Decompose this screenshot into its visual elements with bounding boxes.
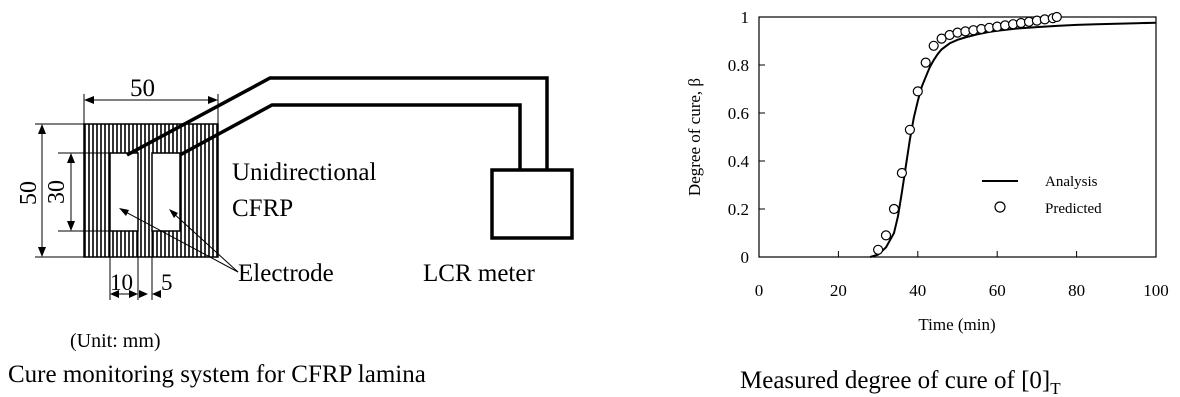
right-caption-main: Measured degree of cure of [0] [740, 367, 1050, 394]
x-axis-label: Time (min) [918, 315, 995, 334]
legend-predicted-label: Predicted [1045, 201, 1102, 217]
predicted-point [880, 230, 892, 241]
cure-monitoring-schematic: 50 50 30 10 5 Unidirectional CFRP [8, 75, 574, 388]
y-tick-label: 0.8 [728, 56, 749, 75]
y-tick-label: 0.6 [728, 104, 749, 123]
dim-gap-arrow-right [152, 290, 161, 298]
x-tick-label: 20 [830, 281, 847, 300]
y-axis-ticks: 0 0.2 0.4 0.6 0.8 1 [728, 8, 765, 267]
electrode-leader-1 [121, 209, 239, 273]
left-caption: Cure monitoring system for CFRP lamina [8, 361, 426, 388]
lcr-meter-box [490, 168, 574, 240]
wire-inner [179, 103, 522, 170]
electrode-leader-2-head [169, 209, 178, 218]
dim-height-label: 50 [16, 181, 42, 205]
dim-electrode-arrow-right [129, 290, 138, 298]
x-tick-label: 60 [989, 281, 1006, 300]
predicted-point [912, 86, 923, 97]
dim-inner-arrow-bottom [67, 221, 75, 231]
dim-inner-height-label: 30 [44, 180, 70, 204]
predicted-point [904, 124, 916, 135]
plot-frame [758, 16, 1157, 258]
dim-width-label: 50 [130, 75, 155, 102]
y-tick-label: 1 [741, 8, 750, 27]
y-tick-label: 0 [741, 248, 750, 267]
dim-inner-arrow-top [67, 153, 75, 163]
predicted-point [920, 57, 931, 68]
degree-of-cure-chart: 0 0.2 0.4 0.6 0.8 1 0 20 40 60 80 100 Degree of cu… [685, 8, 1169, 397]
material-label-line2: CFRP [232, 195, 293, 222]
predicted-point [928, 40, 939, 51]
dim-height-arrow-bottom [38, 247, 46, 257]
y-axis-label: Degree of cure, β [685, 78, 704, 196]
legend-analysis-label: Analysis [1045, 174, 1098, 190]
x-tick-label: 0 [755, 281, 764, 300]
plot-series [869, 11, 1157, 258]
predicted-point [896, 167, 908, 179]
x-tick-label: 40 [909, 281, 926, 300]
dim-height-arrow-top [38, 124, 46, 134]
right-caption-subscript: T [1050, 379, 1061, 397]
analysis-line [869, 21, 1157, 258]
dim-width-arrow-left [84, 96, 94, 104]
lcr-meter-label: LCR meter [423, 260, 535, 287]
predicted-point [1051, 11, 1062, 23]
unit-note: (Unit: mm) [70, 330, 161, 352]
electrode-right [151, 152, 181, 232]
wire-outer [126, 76, 549, 170]
electrode-label: Electrode [238, 260, 334, 287]
dim-gap-arrow-left [139, 290, 148, 298]
right-caption: Measured degree of cure of [0]T [740, 367, 1061, 397]
x-tick-label: 100 [1143, 281, 1169, 300]
legend: Analysis Predicted [982, 174, 1102, 217]
predicted-point [888, 203, 900, 215]
x-tick-label: 80 [1068, 281, 1085, 300]
material-label-line1: Unidirectional [232, 159, 376, 186]
y-tick-label: 0.2 [728, 200, 749, 219]
legend-predicted-swatch [994, 201, 1006, 213]
dim-electrode-arrow-left [110, 290, 119, 298]
x-axis-ticks: 0 20 40 60 80 100 [755, 251, 1169, 300]
electrode-leader-2 [171, 211, 239, 273]
y-tick-label: 0.4 [728, 152, 750, 171]
dim-electrode-label: 10 [110, 270, 133, 295]
dim-width-arrow-right [208, 96, 218, 104]
predicted-point [872, 244, 884, 255]
electrode-leader-1-head [119, 208, 129, 216]
dim-gap-label: 5 [161, 270, 173, 295]
electrode-left [109, 152, 139, 232]
